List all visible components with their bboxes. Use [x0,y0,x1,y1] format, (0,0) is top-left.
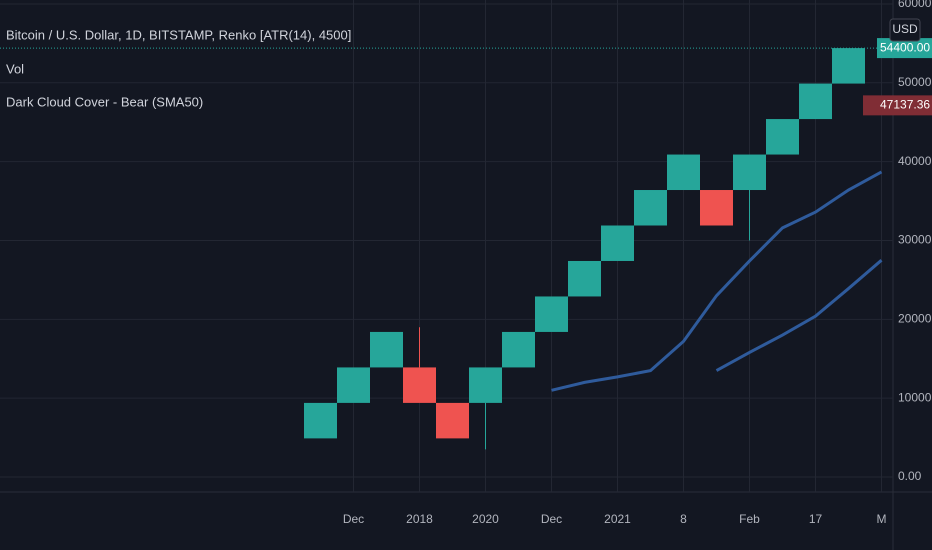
renko-brick [502,331,535,368]
x-tick-label: M [877,512,887,526]
indicator-price-label: 47137.36 [880,98,930,112]
renko-brick [568,260,601,297]
y-tick-label: 60000.00 [898,0,932,10]
x-tick-label: 2018 [406,512,433,526]
currency-label: USD [892,22,918,36]
renko-brick [337,367,370,403]
price-label-bg [877,38,932,59]
renko-brick [700,190,733,226]
renko-brick [304,402,337,439]
x-tick-label: 2020 [472,512,499,526]
renko-brick [403,367,436,403]
x-tick-label: 2021 [604,512,631,526]
y-tick-label: 0.00 [898,469,922,483]
renko-brick [535,296,568,332]
x-tick-label: 8 [680,512,687,526]
x-tick-label: Dec [541,512,562,526]
sma-line [551,170,883,392]
y-tick-label: 50000.00 [898,75,932,89]
indicator-price-bg [863,95,877,116]
renko-brick [370,331,403,368]
indicator-price-bg [877,95,932,116]
indicator-label: Vol [6,61,24,76]
renko-brick [634,190,667,226]
x-tick-label: Feb [739,512,760,526]
renko-brick [799,83,832,120]
renko-brick [832,48,865,84]
chart-title: Bitcoin / U.S. Dollar, 1D, BITSTAMP, Ren… [6,27,351,42]
renko-brick [667,154,700,191]
renko-brick [766,119,799,155]
y-tick-label: 10000.00 [898,390,932,404]
x-tick-label: 17 [809,512,823,526]
sma-line [715,259,883,372]
price-label: 54400.00 [880,40,930,54]
currency-box [889,18,921,42]
y-tick-label: 40000.00 [898,154,932,168]
x-tick-label: Dec [343,512,364,526]
y-tick-label: 20000.00 [898,311,932,325]
renko-brick [601,225,634,261]
renko-brick [436,402,469,439]
renko-brick [733,154,766,191]
indicator-label: Dark Cloud Cover - Bear (SMA50) [6,94,203,109]
y-tick-label: 30000.00 [898,233,932,247]
renko-brick [469,367,502,403]
